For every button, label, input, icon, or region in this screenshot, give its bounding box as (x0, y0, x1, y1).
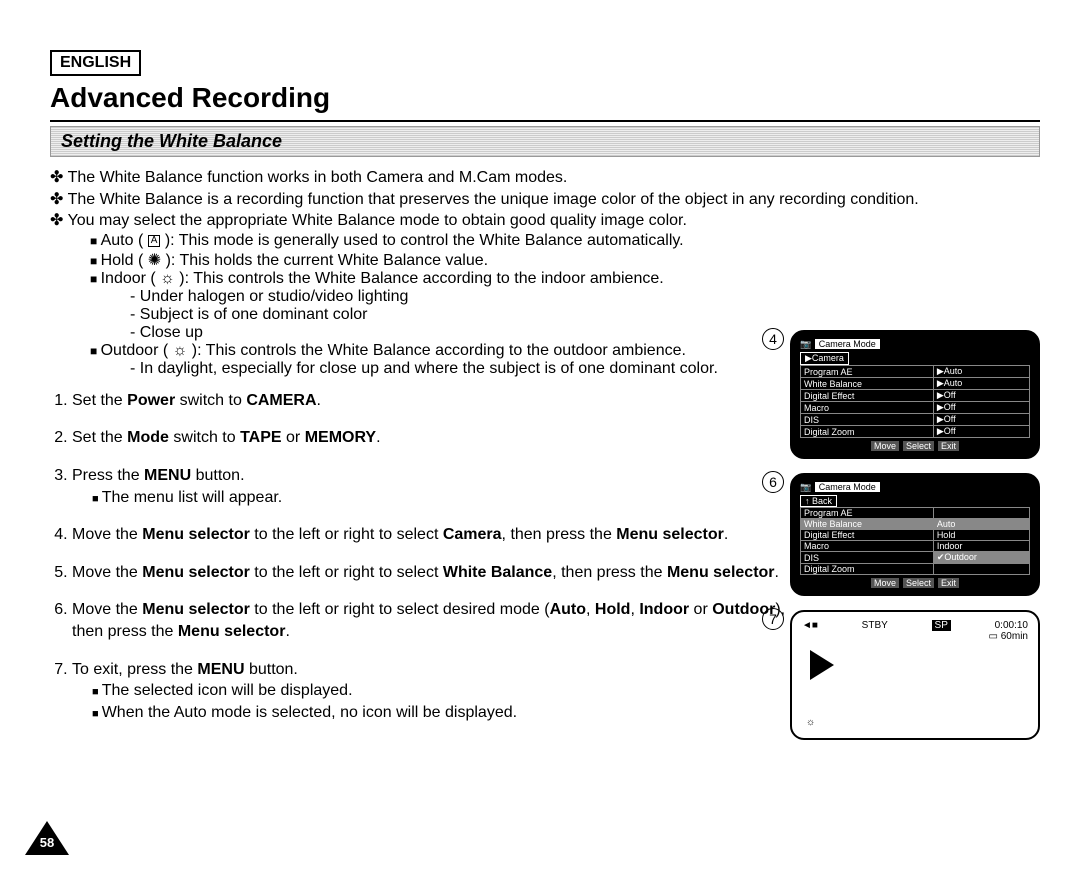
mode-hold: Hold ( ✺ ): This holds the current White… (90, 250, 1040, 270)
screen-6-tab: ↑ Back (800, 495, 837, 507)
time-label: 0:00:10 (995, 620, 1028, 631)
mode-indoor-text: This controls the White Balance accordin… (193, 270, 663, 287)
indoor-sub: Under halogen or studio/video lighting (130, 288, 1040, 306)
mode-auto-text: This mode is generally used to control t… (179, 232, 684, 249)
page-title: Advanced Recording (50, 82, 1040, 114)
intro-item: The White Balance is a recording functio… (50, 189, 1040, 211)
screen-6-group: 6 📷 Camera Mode ↑ Back Program AE White … (790, 473, 1040, 596)
step-7: To exit, press the MENU button. The sele… (72, 659, 812, 724)
language-box: ENGLISH (50, 50, 141, 76)
stby-label: STBY (862, 620, 888, 631)
intro-item: You may select the appropriate White Bal… (50, 210, 1040, 232)
camera-icon: 📷 (800, 339, 811, 349)
indoor-sub: Subject is of one dominant color (130, 306, 1040, 324)
step-6: Move the Menu selector to the left or ri… (72, 599, 812, 642)
page-number: 58 (25, 835, 69, 850)
auto-icon: A (148, 235, 161, 247)
step-3: Press the MENU button. The menu list wil… (72, 465, 812, 508)
intro-item: The White Balance function works in both… (50, 167, 1040, 189)
screen-4-footer: MoveSelectExit (800, 441, 1030, 451)
mode-hold-text: This holds the current White Balance val… (180, 252, 489, 269)
step-4: Move the Menu selector to the left or ri… (72, 524, 812, 546)
rec-icon: ◄■ (802, 620, 818, 631)
screen-7-number: 7 (762, 608, 784, 630)
screen-4-title: Camera Mode (814, 338, 881, 350)
intro-list: The White Balance function works in both… (50, 167, 1040, 232)
mode-outdoor-text: This controls the White Balance accordin… (206, 342, 686, 359)
section-header: Setting the White Balance (50, 126, 1040, 157)
screen-4-group: 4 📷 Camera Mode ▶Camera Program AE▶Auto … (790, 330, 1040, 459)
screen-6-title: Camera Mode (814, 481, 881, 493)
screen-4: 📷 Camera Mode ▶Camera Program AE▶Auto Wh… (790, 330, 1040, 459)
step-1: Set the Power switch to CAMERA. (72, 390, 812, 412)
screen-6-menu: Program AE White BalanceAuto Digital Eff… (800, 507, 1030, 575)
title-divider (50, 120, 1040, 122)
wb-indicator-icon: ☼ (806, 717, 815, 728)
screen-4-menu: Program AE▶Auto White Balance▶Auto Digit… (800, 365, 1030, 438)
step-7-sub: When the Auto mode is selected, no icon … (92, 702, 812, 724)
camera-icon: 📷 (800, 482, 811, 492)
screen-4-number: 4 (762, 328, 784, 350)
screen-7-group: 7 ◄■ STBY SP 0:00:10 ▭ 60min ☼ (790, 610, 1040, 740)
device-screens: 4 📷 Camera Mode ▶Camera Program AE▶Auto … (790, 330, 1040, 754)
step-7-sub: The selected icon will be displayed. (92, 680, 812, 702)
sp-badge: SP (932, 620, 951, 631)
page-number-badge: 58 (25, 821, 69, 855)
mode-auto: Auto ( A ): This mode is generally used … (90, 232, 1040, 250)
screen-7: ◄■ STBY SP 0:00:10 ▭ 60min ☼ (790, 610, 1040, 740)
remain-label: 60min (1001, 631, 1028, 642)
step-5: Move the Menu selector to the left or ri… (72, 562, 812, 584)
step-3-sub: The menu list will appear. (92, 487, 812, 509)
tape-icon: ▭ (989, 631, 998, 642)
screen-4-tab: ▶Camera (800, 352, 849, 365)
screen-6-footer: MoveSelectExit (800, 578, 1030, 588)
screen-6: 📷 Camera Mode ↑ Back Program AE White Ba… (790, 473, 1040, 596)
step-2: Set the Mode switch to TAPE or MEMORY. (72, 427, 812, 449)
screen-6-number: 6 (762, 471, 784, 493)
play-icon (810, 650, 834, 680)
